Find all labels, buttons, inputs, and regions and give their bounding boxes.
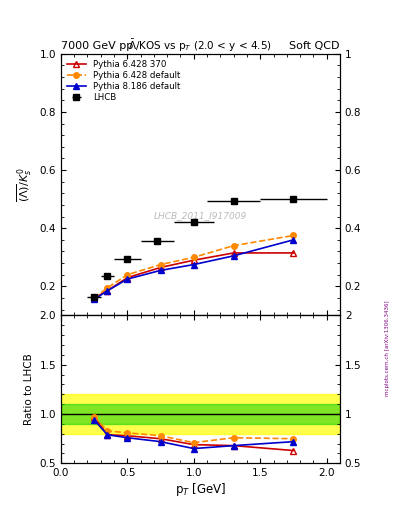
Pythia 6.428 370 [105, 288, 110, 294]
Pythia 6.428 default [231, 243, 236, 249]
Pythia 6.428 default [105, 285, 110, 291]
Bar [61, 394, 340, 434]
Line: Pythia 8.186 default: Pythia 8.186 default [91, 237, 297, 303]
Pythia 6.428 default [191, 254, 196, 261]
Y-axis label: Ratio to LHCB: Ratio to LHCB [24, 353, 34, 425]
Pythia 6.428 default [291, 232, 296, 239]
Pythia 6.428 370 [158, 264, 163, 270]
Text: Soft QCD: Soft QCD [290, 41, 340, 51]
Pythia 8.186 default [158, 267, 163, 273]
Pythia 6.428 default [125, 272, 130, 278]
Line: Pythia 6.428 370: Pythia 6.428 370 [91, 249, 297, 302]
Pythia 8.186 default [291, 237, 296, 243]
Pythia 6.428 default [92, 295, 97, 301]
Pythia 6.428 370 [191, 257, 196, 263]
Text: mcplots.cern.ch [arXiv:1306.3436]: mcplots.cern.ch [arXiv:1306.3436] [385, 301, 389, 396]
Bar [61, 404, 340, 424]
Legend: Pythia 6.428 370, Pythia 6.428 default, Pythia 8.186 default, LHCB: Pythia 6.428 370, Pythia 6.428 default, … [64, 57, 183, 105]
Text: 7000 GeV pp: 7000 GeV pp [61, 41, 133, 51]
Pythia 6.428 default [158, 262, 163, 268]
Pythia 8.186 default [92, 296, 97, 303]
Pythia 8.186 default [231, 253, 236, 259]
Pythia 8.186 default [105, 288, 110, 294]
Title: $\bar{\Lambda}$/KOS vs p$_{T}$ (2.0 < y < 4.5): $\bar{\Lambda}$/KOS vs p$_{T}$ (2.0 < y … [129, 38, 272, 54]
Pythia 8.186 default [191, 262, 196, 268]
Pythia 8.186 default [125, 276, 130, 282]
Line: Pythia 6.428 default: Pythia 6.428 default [91, 233, 296, 301]
Text: LHCB_2011_I917009: LHCB_2011_I917009 [154, 211, 247, 221]
X-axis label: p$_{T}$ [GeV]: p$_{T}$ [GeV] [175, 481, 226, 498]
Pythia 6.428 370 [125, 274, 130, 281]
Pythia 6.428 370 [291, 250, 296, 256]
Y-axis label: $\overline{(\Lambda)}/K^0_s$: $\overline{(\Lambda)}/K^0_s$ [15, 167, 34, 202]
Pythia 6.428 370 [92, 295, 97, 301]
Pythia 6.428 370 [231, 250, 236, 256]
